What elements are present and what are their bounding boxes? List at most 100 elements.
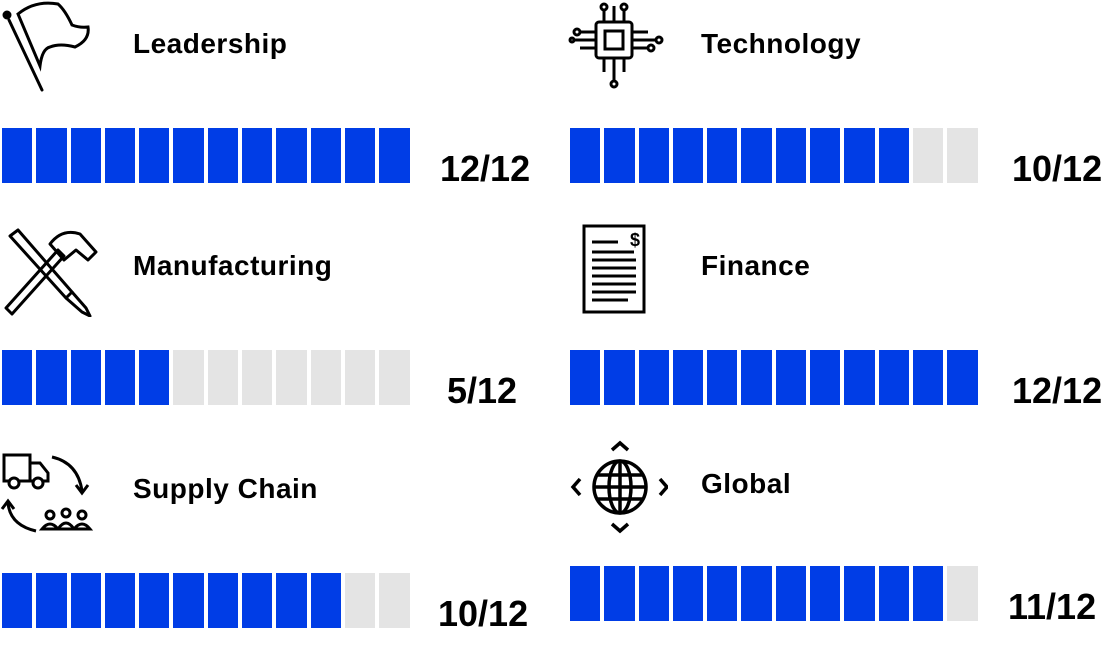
bar-segment-filled [173,573,204,628]
bar-segment-empty [344,350,376,405]
bar-segment-filled [173,128,204,183]
bar-segment-filled [310,573,341,628]
bar-segment-filled [104,573,136,628]
bar-segment-filled [604,566,635,621]
skill-score: 12/12 [440,148,531,189]
bar-segment-filled [570,566,601,621]
bar-segment-empty [379,573,410,628]
bar-segment-filled [2,350,33,405]
bar-segment-filled [741,350,772,405]
skill-title: Supply Chain [133,473,318,504]
bar-segment-filled [844,128,875,183]
skill-score: 10/12 [1012,148,1103,189]
bar-segment-filled [2,128,33,183]
skill-manufacturing: Manufacturing 5/12 [0,222,545,432]
bar-segment-empty [173,350,204,405]
bar-segment-filled [570,128,601,183]
bar-segment-filled [810,566,841,621]
bar-segment-filled [638,128,669,183]
bar-segment-filled [912,350,944,405]
bar-segment-filled [139,350,170,405]
bar-segment-filled [604,128,635,183]
bar-segment-filled [844,350,875,405]
bar-segment-filled [310,128,341,183]
bar-segment-filled [36,350,67,405]
flag-icon [0,0,100,95]
bar-segment-filled [570,350,601,405]
bar-segment-empty [379,350,410,405]
bar-segment-empty [207,350,239,405]
skill-technology: Technology 10/12 [568,0,1111,210]
skill-bar [2,128,410,183]
bar-segment-filled [139,573,170,628]
bar-segment-empty [344,573,376,628]
bar-segment-filled [344,128,376,183]
skill-bar [570,566,978,621]
skill-title: Global [701,468,792,499]
skill-title: Leadership [133,28,288,59]
bar-segment-filled [207,128,239,183]
bar-segment-filled [379,128,410,183]
bar-segment-filled [70,350,101,405]
bar-segment-filled [638,350,669,405]
bar-segment-filled [70,128,101,183]
bar-segment-filled [242,128,273,183]
skill-score: 10/12 [438,593,529,634]
bar-segment-filled [912,566,944,621]
hammer-screwdriver-icon [0,222,100,318]
bar-segment-filled [207,573,239,628]
bar-segment-filled [707,128,738,183]
bar-segment-filled [878,566,909,621]
skill-finance: $ Finance 12/12 [568,222,1111,432]
skill-title: Finance [701,250,811,281]
bar-segment-filled [947,350,978,405]
bar-segment-filled [844,566,875,621]
bar-segment-filled [810,128,841,183]
bar-segment-filled [70,573,101,628]
circuit-chip-icon [568,0,668,95]
skill-leadership: Leadership 12/12 [0,0,545,210]
bar-segment-filled [775,566,807,621]
bar-segment-filled [775,350,807,405]
bar-segment-filled [2,573,33,628]
bar-segment-filled [810,350,841,405]
bar-segment-filled [104,350,136,405]
bar-segment-filled [672,566,704,621]
bar-segment-empty [912,128,944,183]
bar-segment-filled [741,566,772,621]
skill-bar [2,573,410,628]
bar-segment-empty [310,350,341,405]
bar-segment-filled [276,128,307,183]
skill-score: 5/12 [447,370,518,411]
bar-segment-filled [242,573,273,628]
bar-segment-empty [947,566,978,621]
skill-bar [2,350,410,405]
svg-text:$: $ [630,230,640,250]
bar-segment-filled [139,128,170,183]
skill-title: Manufacturing [133,250,333,281]
bar-segment-filled [672,350,704,405]
bar-segment-empty [947,128,978,183]
bar-segment-filled [604,350,635,405]
skill-bar [570,128,978,183]
globe-arrows-icon [568,440,670,535]
bar-segment-filled [741,128,772,183]
bar-segment-filled [707,566,738,621]
bar-segment-filled [878,350,909,405]
truck-cycle-people-icon [0,445,100,540]
skill-title: Technology [701,28,862,59]
bar-segment-empty [276,350,307,405]
skill-global: Global 11/12 [568,440,1111,650]
bar-segment-filled [878,128,909,183]
bar-segment-filled [36,128,67,183]
bar-segment-filled [672,128,704,183]
bar-segment-filled [707,350,738,405]
bar-segment-empty [242,350,273,405]
skill-bar [570,350,978,405]
invoice-document-icon: $ [568,222,668,317]
bar-segment-filled [775,128,807,183]
skill-score: 12/12 [1012,370,1103,411]
skill-score: 11/12 [1008,586,1097,627]
bar-segment-filled [104,128,136,183]
bar-segment-filled [276,573,307,628]
